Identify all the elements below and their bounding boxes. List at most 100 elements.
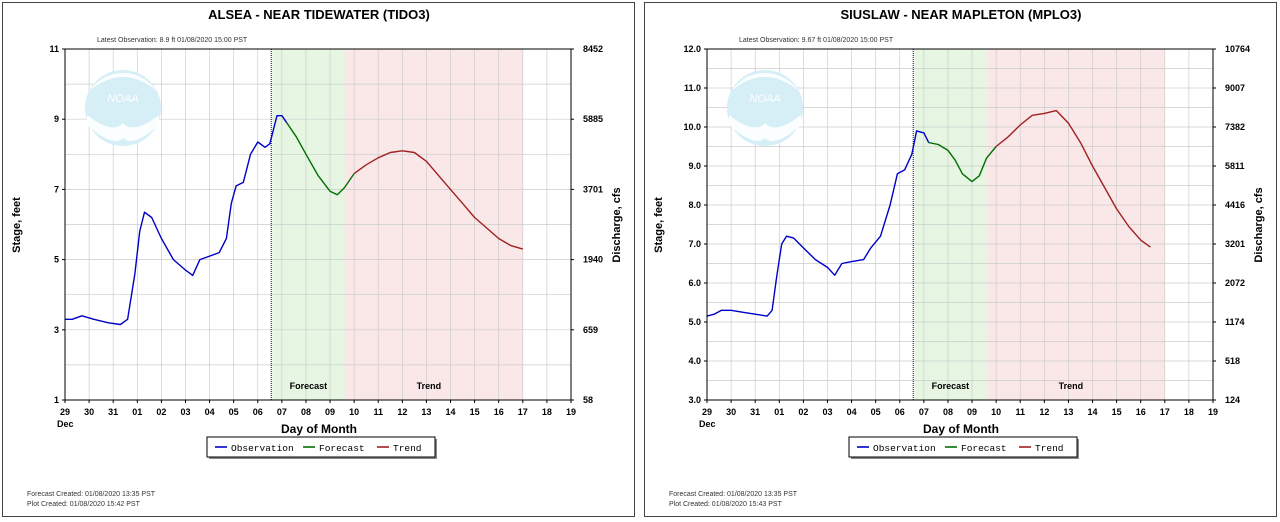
y-tick-label: 3.0 <box>688 395 701 405</box>
hydrograph-panel-alsea: ALSEA - NEAR TIDEWATER (TIDO3) Latest Obs… <box>2 2 635 517</box>
y2-tick-label: 659 <box>583 325 598 335</box>
x-axis-label: Day of Month <box>281 422 357 436</box>
x-tick-label: 02 <box>798 407 808 417</box>
plot-border <box>706 48 1214 401</box>
x-tick-label: 10 <box>991 407 1001 417</box>
plot-created: Plot Created: 01/08/2020 15:43 PST <box>669 501 783 508</box>
noaa-logo-wave <box>729 115 801 142</box>
x-tick-label: 01 <box>774 407 784 417</box>
x-tick-label: 06 <box>895 407 905 417</box>
x-tick-label: 07 <box>919 407 929 417</box>
legend: Observation Forecast Trend <box>848 436 1079 459</box>
chart-svg: SIUSLAW - NEAR MAPLETON (MPLO3) Latest Ob… <box>653 7 1265 508</box>
forecast-created: Forecast Created: 01/08/2020 13:35 PST <box>669 491 798 498</box>
y2-tick-label: 1174 <box>1225 317 1245 327</box>
y2-tick-label: 5811 <box>1225 161 1245 171</box>
y2-tick-label: 58 <box>583 395 593 405</box>
x-tick-label: 10 <box>349 407 359 417</box>
y-tick-label: 9 <box>54 114 59 124</box>
forecast-label: Forecast <box>290 381 328 391</box>
legend-label: Forecast <box>319 443 365 454</box>
y2-axis-label: Discharge, cfs <box>1253 187 1265 262</box>
x-tick-label: 16 <box>1136 407 1146 417</box>
legend-box <box>206 436 436 458</box>
y-tick-label: 4.0 <box>688 356 701 366</box>
y2-tick-label: 2072 <box>1225 278 1245 288</box>
noaa-logo-gull <box>731 73 799 91</box>
y-tick-label: 3 <box>54 325 59 335</box>
x-tick-label: 11 <box>1015 407 1025 417</box>
legend: Observation Forecast Trend <box>206 436 437 459</box>
y-axis-label: Stage, feet <box>653 197 665 253</box>
x-tick-label: 07 <box>277 407 287 417</box>
x-tick-label: 17 <box>518 407 528 417</box>
x-tick-label: 08 <box>301 407 311 417</box>
legend-box <box>848 436 1078 458</box>
x-tick-label: 30 <box>84 407 94 417</box>
x-tick-label: 29 <box>60 407 70 417</box>
x-sub-label: Dec <box>699 419 716 429</box>
x-tick-label: 19 <box>566 407 576 417</box>
x-tick-label: 18 <box>542 407 552 417</box>
noaa-logo-text: NOAA <box>107 93 138 105</box>
y-tick-label: 11.0 <box>684 83 701 93</box>
y2-tick-label: 518 <box>1225 356 1240 366</box>
x-tick-label: 05 <box>871 407 881 417</box>
latest-observation: Latest Observation: 9.67 ft 01/08/2020 1… <box>739 37 894 44</box>
y-axis-label: Stage, feet <box>11 197 23 253</box>
x-tick-label: 04 <box>205 407 215 417</box>
y2-tick-label: 4416 <box>1225 200 1245 210</box>
forecast-series-line <box>928 141 997 183</box>
y-tick-label: 5 <box>54 255 59 265</box>
x-tick-label: 13 <box>421 407 431 417</box>
y-tick-label: 7 <box>54 184 59 194</box>
x-tick-label: 17 <box>1160 407 1170 417</box>
trend-series-line <box>995 109 1151 248</box>
plot-created: Plot Created: 01/08/2020 15:42 PST <box>27 501 141 508</box>
y2-tick-label: 3201 <box>1225 239 1245 249</box>
plot-border <box>64 48 572 401</box>
y-tick-label: 12.0 <box>683 44 701 54</box>
y-tick-label: 11 <box>49 44 59 54</box>
x-tick-label: 03 <box>180 407 190 417</box>
hydrograph-panel-siuslaw: SIUSLAW - NEAR MAPLETON (MPLO3) Latest Ob… <box>644 2 1277 517</box>
observation-series-line <box>65 114 288 326</box>
x-tick-label: 30 <box>726 407 736 417</box>
y-tick-label: 6.0 <box>688 278 701 288</box>
x-tick-label: 14 <box>446 407 456 417</box>
legend-label: Trend <box>1035 443 1064 454</box>
x-axis-label: Day of Month <box>923 422 999 436</box>
forecast-label: Forecast <box>932 381 970 391</box>
legend-label: Forecast <box>961 443 1007 454</box>
trend-label: Trend <box>417 381 442 391</box>
x-tick-label: 15 <box>470 407 480 417</box>
x-tick-label: 06 <box>253 407 263 417</box>
y2-axis-label: Discharge, cfs <box>611 187 623 262</box>
chart-title: SIUSLAW - NEAR MAPLETON (MPLO3) <box>841 7 1082 22</box>
x-tick-label: 09 <box>967 407 977 417</box>
x-tick-label: 12 <box>1039 407 1049 417</box>
noaa-logo-gull <box>89 73 157 91</box>
x-tick-label: 12 <box>397 407 407 417</box>
trend-label: Trend <box>1059 381 1084 391</box>
y-tick-label: 10.0 <box>683 122 701 132</box>
noaa-logo-text: NOAA <box>749 93 780 105</box>
x-tick-label: 31 <box>108 407 118 417</box>
x-tick-label: 19 <box>1208 407 1218 417</box>
y2-tick-label: 1940 <box>583 255 603 265</box>
noaa-logo: NOAA <box>85 70 161 146</box>
chart-title: ALSEA - NEAR TIDEWATER (TIDO3) <box>208 7 430 22</box>
x-tick-label: 02 <box>156 407 166 417</box>
latest-observation: Latest Observation: 8.9 ft 01/08/2020 15… <box>97 37 248 44</box>
y2-tick-label: 5885 <box>583 114 603 124</box>
x-tick-label: 03 <box>822 407 832 417</box>
x-tick-label: 01 <box>132 407 142 417</box>
observation-series-line <box>706 130 930 317</box>
noaa-logo-wave <box>87 115 159 142</box>
x-tick-label: 04 <box>847 407 857 417</box>
x-tick-label: 11 <box>373 407 383 417</box>
x-tick-label: 14 <box>1088 407 1098 417</box>
y-tick-label: 8.0 <box>688 200 701 210</box>
trend-series-line <box>353 150 523 250</box>
x-tick-label: 13 <box>1063 407 1073 417</box>
